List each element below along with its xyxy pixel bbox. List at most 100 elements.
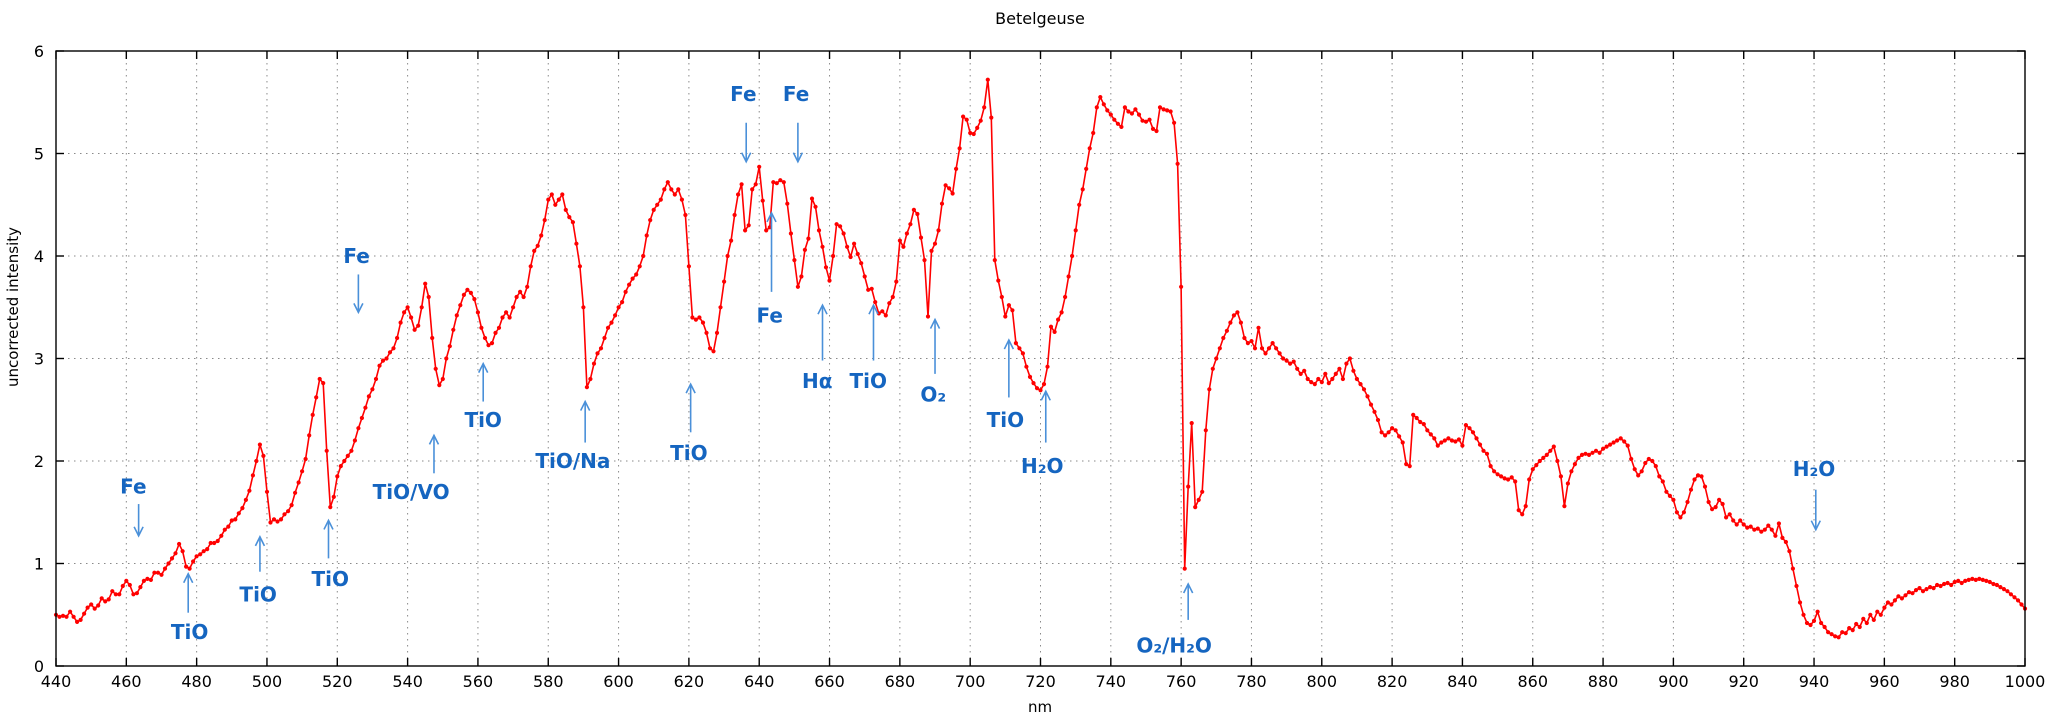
x-tick-label: 820: [1377, 672, 1408, 691]
annotation-arrow-head: [579, 399, 591, 411]
annotation-label: TiO: [312, 567, 350, 591]
annotation-arrow-head: [133, 526, 144, 538]
x-tick-label: 800: [1307, 672, 1338, 691]
x-tick-label: 600: [603, 672, 634, 691]
annotation-label: Fe: [757, 303, 783, 327]
grid-lines: [56, 51, 2025, 666]
annotation-tio: TiO: [464, 361, 502, 432]
annotation-o: O₂: [920, 317, 946, 406]
annotation-arrow-head: [477, 361, 489, 373]
annotation-label: Hα: [802, 369, 832, 393]
annotation-tio: TiO: [849, 303, 887, 393]
x-tick-label: 960: [1869, 672, 1900, 691]
y-tick-label: 6: [34, 42, 44, 61]
plot-border: [55, 50, 2026, 667]
x-tick-label: 1000: [2005, 672, 2046, 691]
y-tick-label: 5: [34, 145, 44, 164]
x-tick-label: 720: [1025, 672, 1056, 691]
annotation-label: Fe: [343, 244, 369, 268]
x-tick-label: 680: [885, 672, 916, 691]
x-tick-label: 700: [955, 672, 986, 691]
annotation-fe: Fe: [343, 244, 370, 315]
annotation-fe: Fe: [120, 475, 147, 538]
x-tick-label: 880: [1588, 672, 1619, 691]
chart-title: Betelgeuse: [995, 9, 1085, 28]
annotation-arrow-head: [929, 317, 941, 329]
annotation-tio: TiO: [987, 338, 1025, 432]
annotation-fe: Fe: [757, 211, 783, 327]
x-tick-label: 940: [1799, 672, 1830, 691]
annotation-label: TiO: [670, 441, 708, 465]
annotation-label: O₂: [920, 382, 946, 406]
annotation-tio: TiO: [312, 518, 350, 591]
y-tick-label: 2: [34, 452, 44, 471]
annotation-arrow-head: [817, 303, 828, 315]
x-tick-label: 440: [41, 672, 72, 691]
y-axis-tick-labels: 0 1 2 3 4 5 6: [34, 42, 44, 676]
x-tick-label: 580: [533, 672, 564, 691]
x-tick-label: 760: [1166, 672, 1197, 691]
y-tick-label: 3: [34, 350, 44, 369]
x-tick-label: 540: [392, 672, 423, 691]
annotation-label: TiO: [239, 582, 277, 606]
annotation-label: H₂O: [1021, 454, 1064, 478]
annotation-label: TiO/VO: [373, 480, 450, 504]
annotation-label: TiO: [171, 620, 209, 644]
annotation-tiovo: TiO/VO: [373, 433, 450, 504]
x-tick-label: 520: [322, 672, 353, 691]
x-tick-label: 900: [1658, 672, 1689, 691]
annotation-arrow-head: [740, 152, 752, 164]
annotation-fe: Fe: [783, 82, 809, 164]
x-tick-label: 840: [1447, 672, 1478, 691]
x-tick-label: 780: [1236, 672, 1267, 691]
x-tick-label: 640: [744, 672, 775, 691]
x-tick-label: 660: [814, 672, 845, 691]
annotation-arrow-head: [428, 433, 440, 445]
annotation-oho: O₂/H₂O: [1136, 582, 1212, 658]
annotation-ho: H₂O: [1021, 389, 1064, 478]
annotation-fe: Fe: [730, 82, 757, 164]
annotation-tio: TiO: [670, 382, 708, 465]
annotation-label: Fe: [120, 475, 146, 499]
spectral-line-annotations: Fe TiO TiO TiO Fe TiO/VO TiO TiO/Na TiO Fe Fe Fe Hα T…: [120, 82, 1835, 657]
annotation-label: TiO: [464, 408, 502, 432]
x-axis-tick-labels: 440 460 480 500 520 540 560 580 600 620 640 660 680 7…: [41, 672, 2046, 691]
y-tick-label: 4: [34, 247, 44, 266]
annotation-label: Fe: [783, 82, 809, 106]
annotation-arrow-head: [323, 518, 334, 530]
annotation-arrow-head: [766, 211, 777, 223]
annotation-arrow-head: [1003, 338, 1015, 350]
x-tick-label: 920: [1728, 672, 1759, 691]
x-tick-label: 560: [463, 672, 494, 691]
axis-ticks: [55, 50, 2026, 667]
x-tick-label: 460: [111, 672, 142, 691]
annotation-arrow-head: [685, 382, 696, 394]
annotation-arrow-head: [182, 571, 194, 584]
x-tick-label: 620: [674, 672, 705, 691]
annotation-arrow-head: [1810, 520, 1822, 532]
annotation-label: TiO/Na: [535, 449, 610, 473]
annotation-label: TiO: [987, 408, 1025, 432]
annotation-tio: TiO: [239, 535, 277, 606]
y-axis-title: uncorrected intensity: [4, 227, 22, 387]
x-tick-label: 980: [1939, 672, 1970, 691]
annotation-label: O₂/H₂O: [1136, 634, 1212, 658]
annotation-arrow-head: [353, 303, 364, 315]
annotation-tio: TiO: [171, 571, 209, 644]
annotation-arrow-head: [868, 303, 879, 315]
annotation-label: H₂O: [1793, 457, 1836, 481]
x-axis-title: nm: [1028, 698, 1052, 716]
x-tick-label: 480: [181, 672, 212, 691]
annotation-arrow-head: [254, 535, 266, 547]
annotation-arrow-head: [1040, 389, 1051, 401]
annotation-tiona: TiO/Na: [535, 399, 610, 473]
x-tick-label: 740: [1096, 672, 1127, 691]
y-tick-label: 0: [34, 657, 44, 676]
x-tick-label: 500: [252, 672, 283, 691]
annotation-arrow-head: [792, 152, 804, 164]
annotation-h: Hα: [802, 303, 832, 393]
annotation-ho: H₂O: [1793, 457, 1836, 532]
